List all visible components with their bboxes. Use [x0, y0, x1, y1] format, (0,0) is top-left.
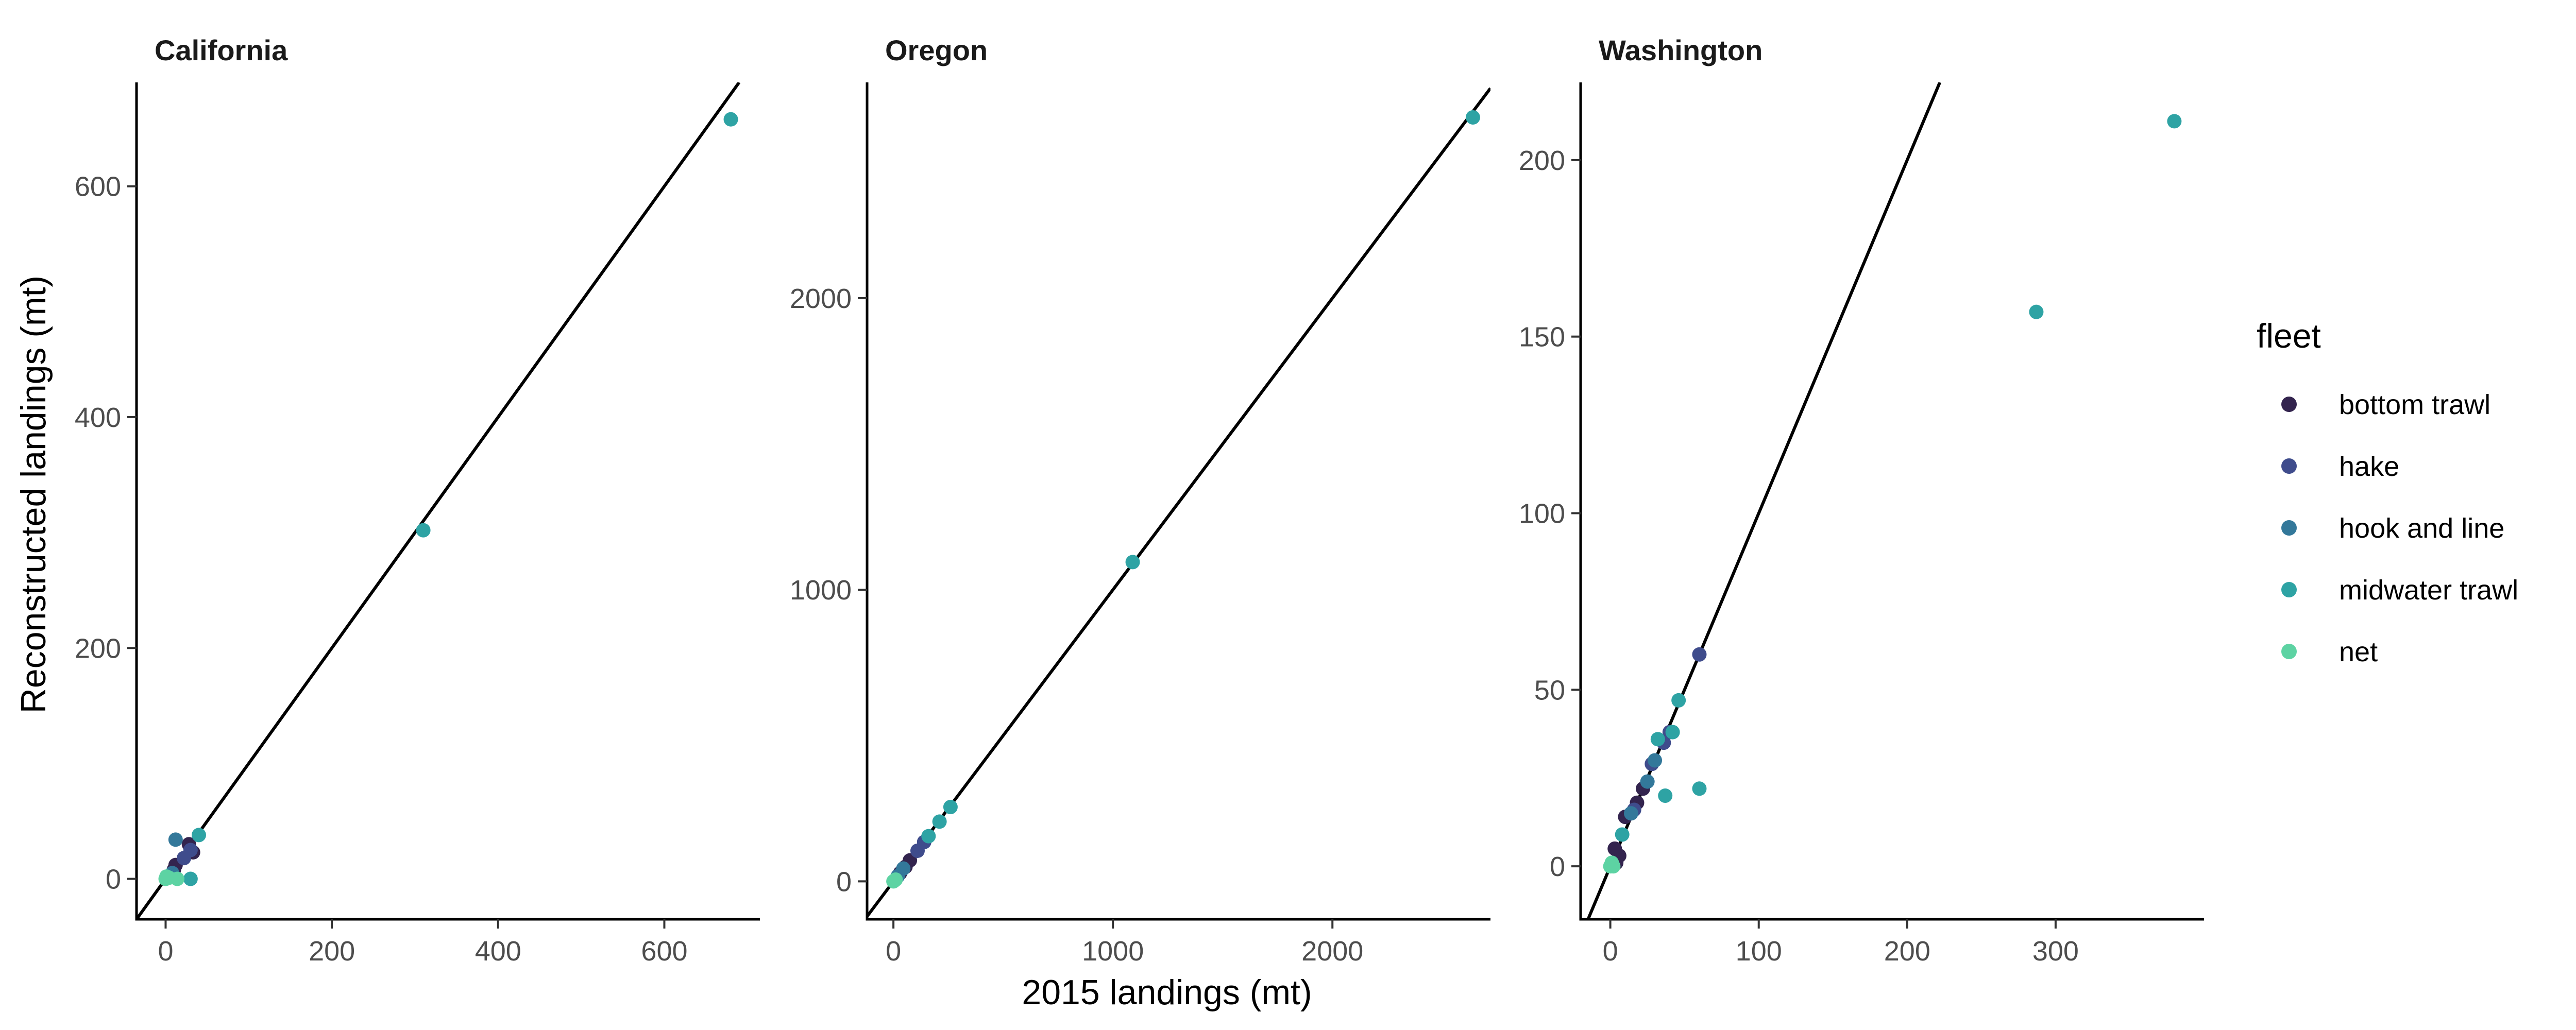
point-hook-and-line — [1648, 753, 1663, 768]
reference-line-california — [137, 82, 741, 919]
series-california-hake — [176, 843, 198, 866]
point-midwater-trawl — [183, 871, 198, 886]
y-tick-label-washington: 200 — [1519, 145, 1565, 176]
point-midwater-trawl — [932, 814, 947, 829]
legend-item-midwater-trawl: midwater trawl — [2281, 575, 2518, 606]
x-tick-label-washington: 100 — [1736, 936, 1782, 967]
point-net — [159, 869, 174, 884]
reference-line-oregon — [867, 87, 1490, 918]
x-tick-label-california: 200 — [309, 936, 355, 967]
panel-title-oregon: Oregon — [885, 34, 988, 66]
point-hook-and-line — [1640, 774, 1655, 789]
series-california-net — [158, 869, 185, 886]
point-midwater-trawl — [1665, 725, 1680, 740]
x-tick-label-oregon: 1000 — [1082, 936, 1144, 967]
legend-item-net: net — [2281, 637, 2378, 667]
series-washington-net — [1603, 855, 1621, 874]
point-midwater-trawl — [943, 800, 958, 815]
legend-label-bottom-trawl: bottom trawl — [2339, 389, 2490, 420]
point-midwater-trawl — [1125, 555, 1140, 570]
point-midwater-trawl — [192, 828, 206, 843]
legend-item-hake: hake — [2281, 451, 2399, 482]
point-net — [170, 871, 185, 886]
series-oregon-midwater-trawl — [921, 110, 1480, 844]
x-tick-label-washington: 300 — [2032, 936, 2079, 967]
point-midwater-trawl — [1692, 781, 1707, 796]
legend-swatch-net — [2281, 644, 2297, 659]
legend-swatch-hook-and-line — [2281, 520, 2297, 536]
legend-swatch-midwater-trawl — [2281, 582, 2297, 597]
y-tick-label-washington: 0 — [1550, 851, 1565, 882]
x-tick-label-california: 600 — [641, 936, 687, 967]
x-tick-label-california: 400 — [475, 936, 521, 967]
point-hake — [176, 851, 191, 866]
legend-label-hake: hake — [2339, 451, 2399, 482]
legend-label-midwater-trawl: midwater trawl — [2339, 575, 2518, 606]
series-washington-midwater-trawl — [1615, 114, 2182, 842]
legend: fleet bottom trawl hake hook and line mi… — [2257, 317, 2518, 667]
point-midwater-trawl — [1615, 827, 1630, 842]
series-oregon-net — [886, 872, 903, 889]
panel-title-washington: Washington — [1599, 34, 1762, 66]
x-tick-label-washington: 0 — [1603, 936, 1618, 967]
point-midwater-trawl — [723, 112, 738, 127]
y-tick-label-california: 200 — [75, 633, 121, 664]
point-midwater-trawl — [1658, 788, 1673, 803]
point-midwater-trawl — [921, 829, 936, 844]
point-hake — [1692, 647, 1707, 662]
point-midwater-trawl — [1465, 110, 1480, 125]
panel-oregon: Oregon 0 1000 2000 0 1000 2000 — [790, 34, 1490, 967]
points-oregon — [886, 110, 1480, 889]
y-axis-title: Reconstructed landings (mt) — [14, 276, 53, 713]
y-tick-label-california: 600 — [75, 171, 121, 202]
y-tick-label-washington: 100 — [1519, 498, 1565, 529]
legend-label-hook-and-line: hook and line — [2339, 513, 2504, 544]
series-california-midwater-trawl — [183, 112, 738, 886]
series-washington-hook-and-line — [1623, 753, 1663, 821]
legend-title: fleet — [2257, 317, 2321, 355]
panel-title-california: California — [155, 34, 288, 66]
point-net — [1606, 859, 1621, 874]
point-midwater-trawl — [1650, 732, 1665, 747]
x-axis-title: 2015 landings (mt) — [1022, 973, 1312, 1012]
legend-swatch-bottom-trawl — [2281, 397, 2297, 412]
legend-label-net: net — [2339, 637, 2378, 667]
points-washington — [1603, 114, 2182, 874]
y-tick-label-california: 0 — [106, 864, 121, 895]
legend-swatch-hake — [2281, 458, 2297, 474]
y-tick-label-oregon: 2000 — [790, 283, 852, 314]
point-hook-and-line — [1623, 806, 1638, 821]
point-midwater-trawl — [2167, 114, 2182, 129]
x-tick-label-oregon: 2000 — [1301, 936, 1363, 967]
y-tick-label-washington: 150 — [1519, 322, 1565, 353]
x-tick-label-oregon: 0 — [886, 936, 901, 967]
x-tick-label-washington: 200 — [1884, 936, 1930, 967]
y-tick-label-oregon: 0 — [836, 866, 852, 897]
point-midwater-trawl — [416, 523, 431, 538]
point-hook-and-line — [896, 861, 911, 876]
y-tick-label-oregon: 1000 — [790, 575, 852, 606]
panel-california: California 0 200 400 600 0 200 400 600 — [75, 34, 760, 967]
point-hook-and-line — [168, 832, 183, 847]
point-net — [888, 872, 903, 887]
legend-item-hook-and-line: hook and line — [2281, 513, 2504, 544]
panel-washington: Washington 0 100 200 300 0 50 100 150 200 — [1519, 34, 2204, 967]
points-california — [158, 112, 738, 886]
x-tick-label-california: 0 — [158, 936, 173, 967]
legend-item-bottom-trawl: bottom trawl — [2281, 389, 2490, 420]
point-midwater-trawl — [1671, 693, 1686, 708]
y-tick-label-washington: 50 — [1534, 675, 1565, 706]
y-tick-label-california: 400 — [75, 402, 121, 433]
point-midwater-trawl — [2029, 304, 2044, 319]
panels: California 0 200 400 600 0 200 400 600 Oregon 0 100… — [75, 34, 2204, 967]
